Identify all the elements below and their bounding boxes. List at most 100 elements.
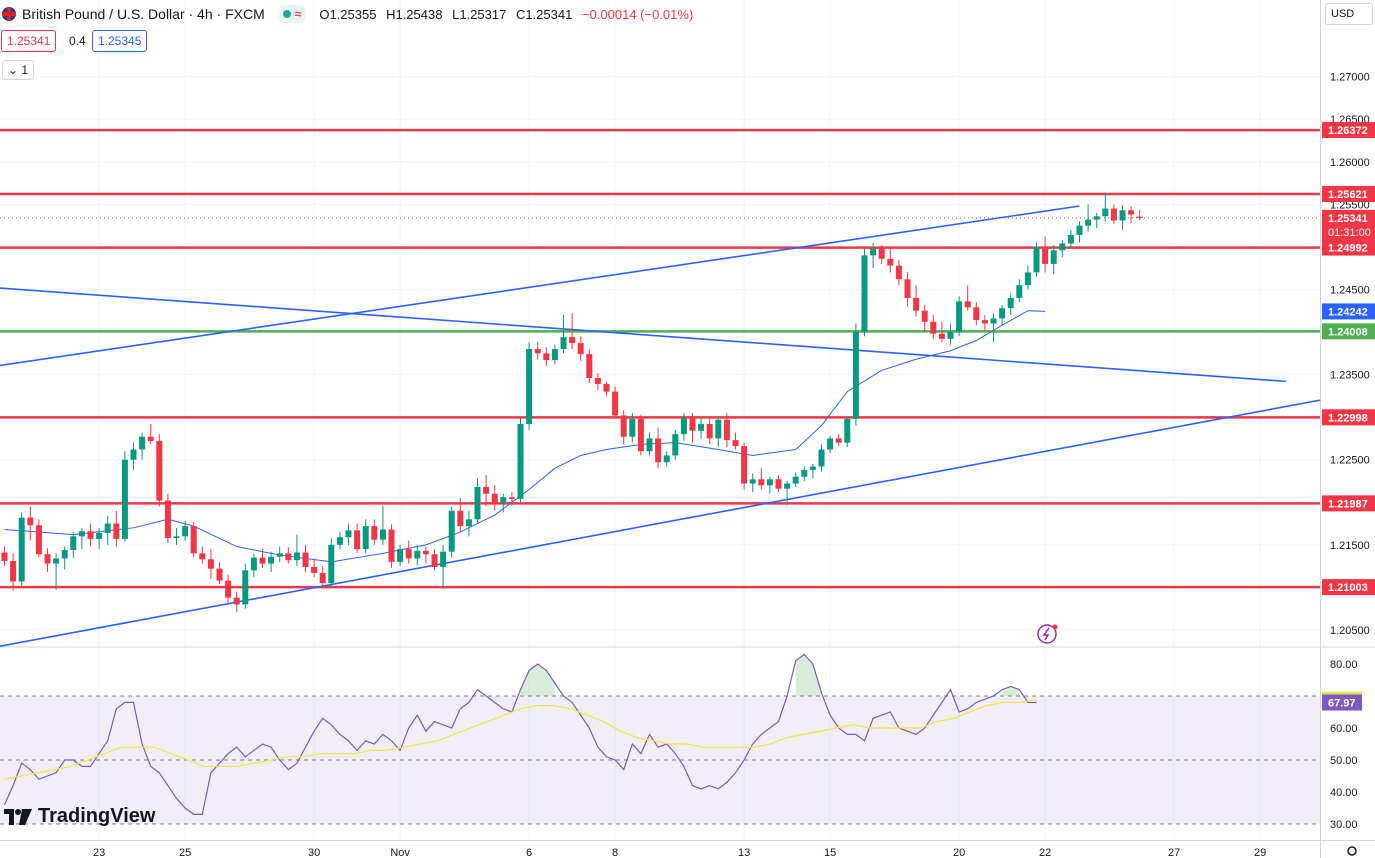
- candle-body: [121, 459, 128, 539]
- sell-button[interactable]: 1.25341: [1, 30, 57, 52]
- candle: [87, 523, 94, 547]
- candle: [1042, 236, 1049, 273]
- candle: [732, 432, 739, 450]
- countdown-tag: 01:31:00: [1328, 227, 1371, 239]
- candle-body: [732, 440, 739, 447]
- candle: [947, 323, 954, 345]
- collapse-toggle[interactable]: ⌄ 1: [2, 60, 34, 80]
- candle: [388, 524, 395, 568]
- level-tag-1.26372: 1.26372: [1328, 125, 1368, 137]
- candle: [792, 472, 799, 487]
- trendline-1: [0, 205, 1080, 367]
- candle: [250, 553, 257, 578]
- candle: [698, 417, 705, 439]
- candle: [1136, 209, 1143, 220]
- candle-body: [577, 343, 584, 355]
- market-status[interactable]: ≈: [278, 5, 306, 23]
- symbol-title[interactable]: British Pound / U.S. Dollar · 4h · FXCM: [22, 6, 265, 22]
- gbp-flag-icon: [2, 7, 16, 21]
- time-tick: 13: [738, 847, 750, 858]
- candle-body: [465, 519, 472, 527]
- candle-body: [113, 523, 120, 539]
- candle: [173, 527, 180, 545]
- candle: [706, 418, 713, 445]
- currency-selector[interactable]: USD: [1325, 3, 1373, 25]
- candle: [749, 473, 756, 493]
- time-tick: 6: [526, 847, 532, 858]
- candle-body: [844, 418, 851, 443]
- settings-gear-icon[interactable]: [1347, 846, 1357, 856]
- candle: [500, 493, 507, 513]
- price-axis[interactable]: 1.270001.265001.260001.255001.245001.235…: [1322, 72, 1375, 831]
- open-value: O1.25355: [319, 6, 377, 22]
- candle-body: [895, 265, 902, 280]
- candle-body: [491, 493, 498, 504]
- candle-body: [250, 557, 257, 571]
- candle: [689, 412, 696, 443]
- candle-body: [1085, 219, 1092, 226]
- candle-body: [164, 500, 171, 539]
- candle-body: [156, 440, 163, 501]
- candle: [758, 468, 765, 490]
- candle: [1102, 192, 1109, 222]
- candle: [921, 304, 928, 333]
- candle-body: [457, 510, 464, 527]
- candle: [973, 302, 980, 326]
- candle: [1024, 265, 1031, 290]
- candle-body: [199, 553, 206, 560]
- moving-average: [4, 310, 1046, 563]
- price-tick: 1.27000: [1330, 72, 1370, 84]
- rsi-tick: 60.00: [1330, 723, 1358, 735]
- candle: [311, 558, 318, 578]
- change-value: −0.00014 (−0.01%): [581, 6, 694, 22]
- candle: [302, 544, 309, 573]
- candle-body: [887, 258, 894, 266]
- candle: [70, 532, 77, 558]
- candle-body: [397, 549, 404, 562]
- candle-body: [775, 479, 782, 489]
- candle-body: [27, 517, 34, 526]
- candle: [852, 323, 859, 426]
- candle-body: [517, 423, 524, 499]
- candle: [139, 432, 146, 460]
- candle-body: [629, 418, 636, 437]
- candle: [1076, 221, 1083, 243]
- candle: [483, 475, 490, 507]
- candle-body: [379, 529, 386, 540]
- time-axis[interactable]: 23 25 30 Nov 6 8 13 15 20 22 27 29: [93, 846, 1357, 858]
- candle: [448, 506, 455, 558]
- candle: [620, 410, 627, 445]
- candle-body: [1059, 243, 1066, 251]
- candle: [766, 476, 773, 494]
- candle-body: [560, 337, 567, 350]
- candle: [526, 342, 533, 430]
- candle: [1033, 242, 1040, 277]
- candle: [35, 519, 42, 558]
- candle: [371, 519, 378, 545]
- candle: [113, 510, 120, 547]
- candle-body: [362, 526, 369, 550]
- ma-value-tag-bg: [1322, 303, 1375, 320]
- candle-body: [766, 479, 773, 486]
- candle: [1119, 205, 1126, 230]
- time-tick: 30: [308, 847, 320, 858]
- level-tag-1.24008: 1.24008: [1328, 326, 1368, 338]
- candle: [440, 544, 447, 590]
- candle-body: [904, 279, 911, 298]
- alert-icon[interactable]: [1037, 624, 1058, 644]
- candle: [981, 314, 988, 331]
- candle-body: [835, 438, 842, 443]
- candle: [930, 314, 937, 339]
- candle: [612, 386, 619, 419]
- last-price-tag: 1.25341: [1328, 213, 1368, 225]
- candle: [379, 505, 386, 545]
- candle: [895, 259, 902, 286]
- candle-body: [431, 554, 438, 567]
- level-tag-1.21987: 1.21987: [1328, 498, 1368, 510]
- candle-body: [388, 529, 395, 562]
- buy-button[interactable]: 1.25345: [92, 30, 148, 52]
- candle: [147, 423, 154, 445]
- candle-body: [328, 544, 335, 584]
- candle-body: [311, 566, 318, 573]
